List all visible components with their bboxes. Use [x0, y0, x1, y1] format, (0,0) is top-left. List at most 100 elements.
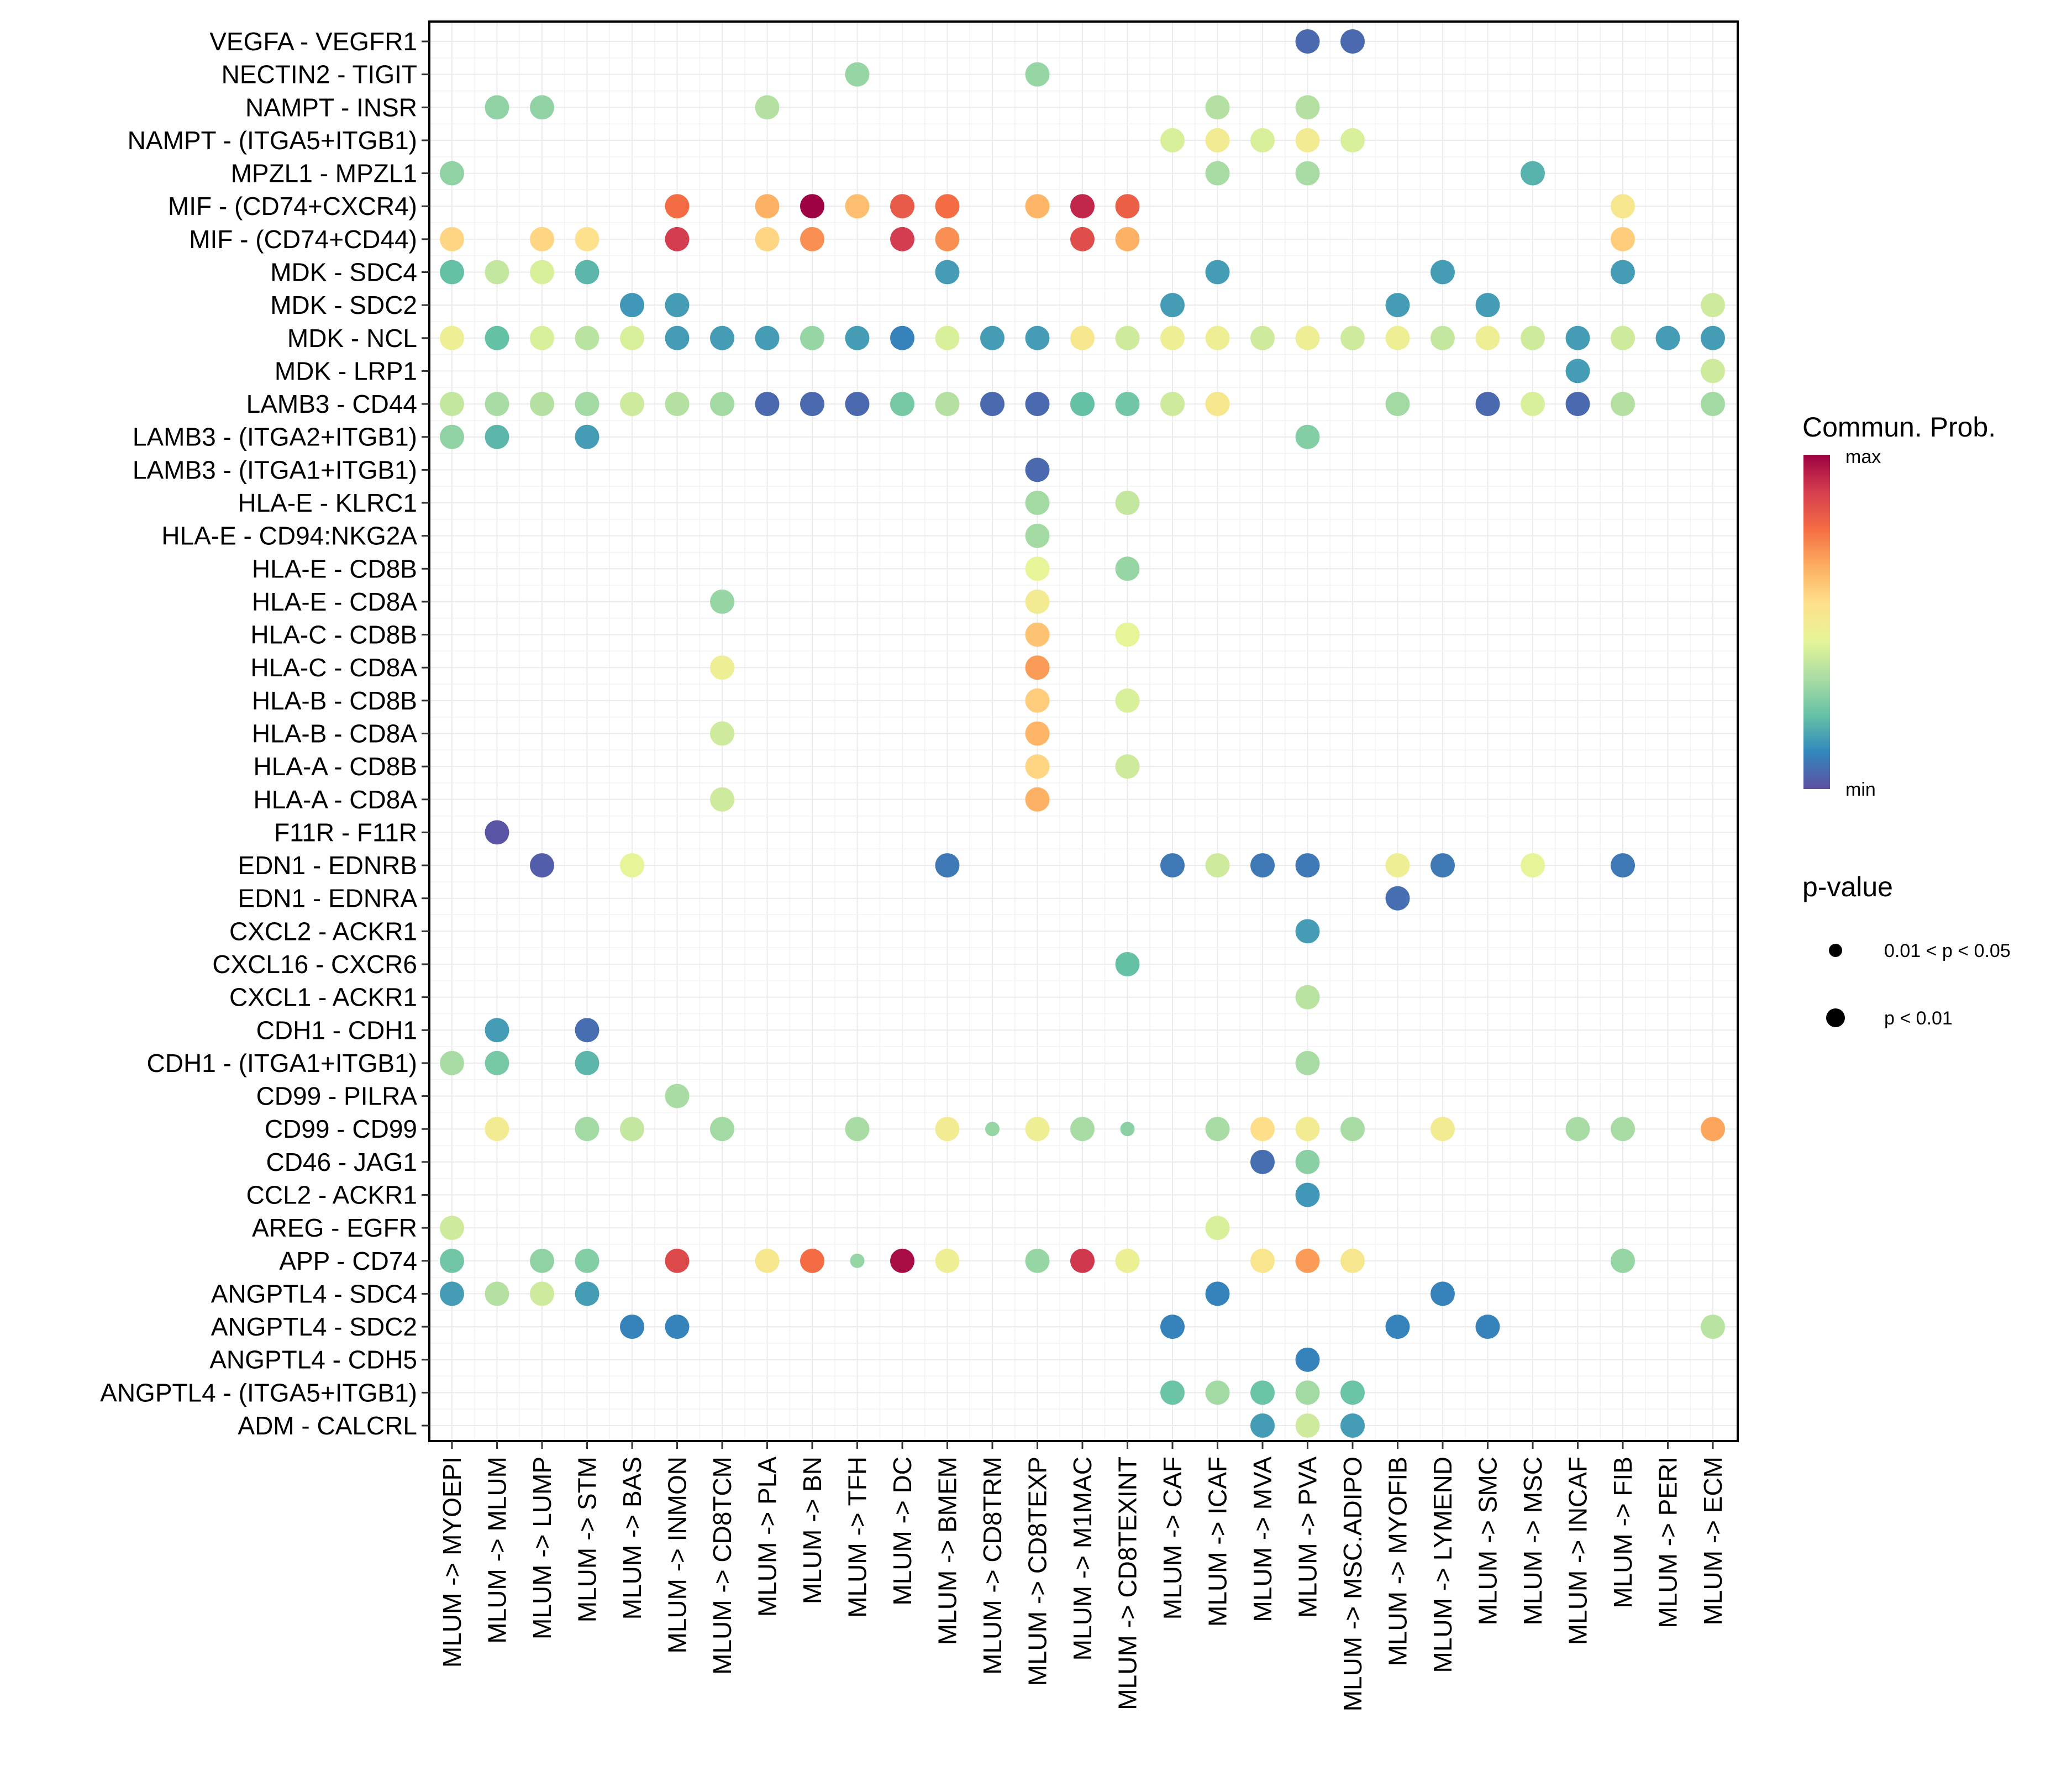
data-point — [1115, 1248, 1140, 1273]
data-point — [620, 1315, 644, 1339]
color-legend-title: Commun. Prob. — [1802, 412, 1996, 443]
data-point — [845, 392, 870, 417]
data-point — [710, 325, 734, 350]
data-point — [1431, 1117, 1455, 1142]
data-point — [575, 1248, 599, 1273]
data-point — [1701, 392, 1725, 417]
x-tick-label: MLUM -> ECM — [1698, 1457, 1727, 1625]
y-tick-label: LAMB3 - (ITGA2+ITGB1) — [133, 423, 417, 451]
x-axis: MLUM -> MYOEPI MLUM -> MLUM MLUM -> LUMP ML… — [438, 1441, 1727, 1711]
data-point — [1611, 1248, 1635, 1273]
data-point — [1295, 1347, 1320, 1372]
data-point — [1701, 293, 1725, 318]
data-point — [485, 392, 509, 417]
data-point — [1295, 1149, 1320, 1174]
data-point — [1160, 1315, 1185, 1339]
data-point — [1115, 622, 1140, 647]
data-point — [620, 392, 644, 417]
y-tick-label: HLA-B - CD8B — [252, 686, 417, 715]
x-tick-label: MLUM -> PLA — [753, 1457, 782, 1617]
data-point — [665, 325, 690, 350]
x-tick-label: MLUM -> MVA — [1248, 1457, 1277, 1622]
data-point — [1025, 787, 1050, 812]
y-tick-label: ANGPTL4 - CDH5 — [209, 1345, 417, 1374]
data-point — [1565, 325, 1590, 350]
plot-panel-border — [428, 20, 1739, 1442]
data-point — [485, 260, 509, 285]
y-tick-label: CD99 - PILRA — [256, 1082, 418, 1111]
data-point — [1070, 392, 1095, 417]
data-point — [710, 787, 734, 812]
data-point — [1340, 1380, 1365, 1405]
x-tick-label: MLUM -> BMEM — [933, 1457, 962, 1645]
data-point — [1701, 1315, 1725, 1339]
size-legend-label-large: p < 0.01 — [1884, 1008, 1953, 1029]
y-tick-label: ADM - CALCRL — [238, 1411, 417, 1440]
data-point — [845, 325, 870, 350]
data-point — [665, 227, 690, 251]
data-point — [980, 325, 1005, 350]
y-tick-label: CXCL2 - ACKR1 — [229, 917, 417, 945]
data-point — [1205, 325, 1230, 350]
data-point — [710, 1117, 734, 1142]
data-point — [1340, 1248, 1365, 1273]
data-point — [1295, 1380, 1320, 1405]
y-tick-label: APP - CD74 — [279, 1247, 417, 1275]
data-point — [1025, 1117, 1050, 1142]
color-legend: Commun. Prob. max min — [1802, 412, 1996, 800]
data-point — [440, 227, 464, 251]
data-point — [440, 1216, 464, 1240]
data-point — [1701, 1117, 1725, 1142]
color-legend-max-label: max — [1845, 446, 1881, 467]
x-tick-label: MLUM -> STM — [573, 1457, 602, 1622]
data-point — [1701, 359, 1725, 383]
data-point — [1295, 985, 1320, 1010]
data-point — [1655, 325, 1680, 350]
size-legend-dot-large — [1826, 1008, 1845, 1027]
data-point — [1070, 1248, 1095, 1273]
data-point — [1295, 1182, 1320, 1207]
data-point — [1701, 325, 1725, 350]
data-point — [1475, 293, 1500, 318]
x-tick-label: MLUM -> INMON — [663, 1457, 692, 1654]
data-point — [530, 1281, 554, 1306]
data-point — [575, 325, 599, 350]
x-tick-label: MLUM -> CD8TEXINT — [1113, 1457, 1142, 1710]
data-point — [1385, 886, 1410, 911]
data-point — [1205, 128, 1230, 153]
data-point — [1431, 260, 1455, 285]
data-point — [1205, 95, 1230, 120]
data-point — [1295, 161, 1320, 186]
grid-lines — [429, 22, 1738, 1441]
y-tick-label: ANGPTL4 - SDC2 — [211, 1312, 417, 1341]
data-point — [620, 293, 644, 318]
data-point — [710, 721, 734, 746]
size-legend-label-small: 0.01 < p < 0.05 — [1884, 940, 2011, 961]
y-tick-label: HLA-A - CD8B — [253, 752, 417, 781]
y-tick-label: CDH1 - CDH1 — [256, 1016, 417, 1044]
y-tick-label: MIF - (CD74+CXCR4) — [168, 192, 417, 220]
data-point — [1565, 392, 1590, 417]
data-point — [1250, 128, 1275, 153]
data-point — [755, 95, 780, 120]
x-tick-label: MLUM -> MSC — [1518, 1457, 1547, 1625]
data-point — [530, 392, 554, 417]
data-point — [935, 227, 960, 251]
data-point — [440, 392, 464, 417]
y-tick-label: MDK - SDC2 — [270, 291, 417, 319]
data-point — [1340, 325, 1365, 350]
data-point — [575, 424, 599, 449]
data-point — [1025, 754, 1050, 779]
data-point — [1070, 1117, 1095, 1142]
data-point — [1475, 1315, 1500, 1339]
data-point — [1160, 128, 1185, 153]
data-point — [530, 227, 554, 251]
data-point — [665, 1315, 690, 1339]
data-point — [1025, 655, 1050, 680]
data-point — [1295, 1413, 1320, 1438]
data-point — [575, 227, 599, 251]
data-point — [575, 1050, 599, 1075]
x-tick-label: MLUM -> MLUM — [483, 1457, 512, 1644]
data-point — [1250, 853, 1275, 878]
data-point — [1340, 1413, 1365, 1438]
